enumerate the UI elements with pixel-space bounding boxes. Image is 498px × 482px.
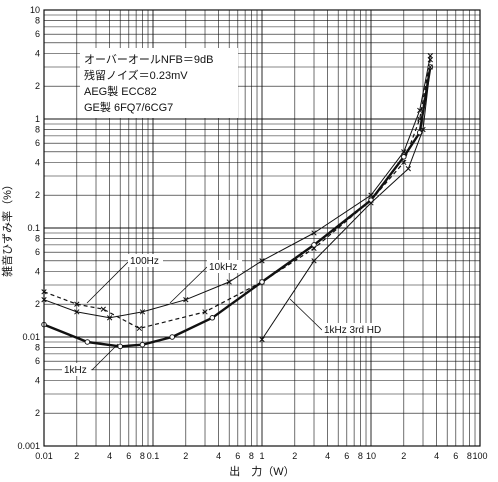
x-tick-label: 0.1 bbox=[147, 451, 160, 461]
y-tick-label: 6 bbox=[35, 138, 40, 148]
callout-bg bbox=[128, 254, 163, 267]
x-tick-label: 8 bbox=[467, 451, 472, 461]
y-tick-label: 2 bbox=[35, 81, 40, 91]
x-axis-label: 出 力（W） bbox=[229, 464, 294, 478]
y-tick-label: 8 bbox=[35, 343, 40, 353]
x-tick-label: 8 bbox=[358, 451, 363, 461]
tick-labels: 0.01 2 4 6 8 0.1 2 4 6 8 1 2 4 6 8 10 2 4 6 8 10010864218642… bbox=[17, 5, 487, 461]
y-tick-label: 4 bbox=[35, 375, 40, 385]
plot-frame bbox=[43, 9, 481, 447]
y-tick-label: 2 bbox=[35, 299, 40, 309]
x-tick-label: 2 bbox=[183, 451, 188, 461]
data-point bbox=[417, 107, 423, 114]
y-tick-label: 4 bbox=[35, 266, 40, 276]
data-point bbox=[84, 339, 91, 345]
data-point bbox=[259, 336, 265, 343]
y-tick-label: 0.001 bbox=[17, 441, 40, 451]
data-point bbox=[311, 258, 317, 264]
x-tick-label: 6 bbox=[453, 451, 458, 461]
info-line-ecc82: AEG製 ECC82 bbox=[84, 84, 157, 98]
series-label: 100Hz bbox=[130, 256, 159, 267]
x-tick-label: 2 bbox=[401, 451, 406, 461]
y-tick-label: 10 bbox=[30, 5, 40, 15]
x-tick-label: 6 bbox=[126, 451, 131, 461]
y-tick-label: 6 bbox=[35, 29, 40, 39]
data-point bbox=[427, 53, 433, 59]
y-tick-label: 6 bbox=[35, 356, 40, 366]
x-tick-label: 10 bbox=[366, 451, 376, 461]
info-line-nfb: オーバーオールNFB＝9dB bbox=[84, 53, 213, 66]
y-tick-label: 6 bbox=[35, 247, 40, 257]
data-point bbox=[169, 334, 175, 340]
data-point bbox=[139, 309, 146, 315]
callout-bg bbox=[207, 260, 242, 273]
y-tick-label: 0.1 bbox=[27, 223, 40, 233]
data-point bbox=[106, 315, 113, 321]
data-point bbox=[74, 309, 80, 315]
data-point bbox=[420, 126, 426, 133]
x-tick-label: 1 bbox=[259, 451, 264, 461]
data-point bbox=[209, 315, 216, 321]
data-point bbox=[259, 279, 265, 285]
y-tick-label: 1 bbox=[35, 114, 40, 124]
info-line-6fq7: GE製 6FQ7/6CG7 bbox=[84, 100, 173, 114]
y-tick-label: 2 bbox=[35, 408, 40, 418]
x-tick-label: 4 bbox=[325, 451, 330, 461]
data-point bbox=[100, 306, 106, 312]
y-tick-label: 4 bbox=[35, 157, 40, 167]
data-point bbox=[202, 309, 208, 315]
series-label: 1kHz bbox=[64, 365, 87, 376]
data-point bbox=[311, 242, 317, 248]
callout-leader bbox=[289, 298, 323, 331]
x-tick-label: 100 bbox=[472, 451, 487, 461]
series-line-4 bbox=[261, 66, 431, 340]
x-tick-label: 4 bbox=[434, 451, 439, 461]
annotations: 100Hz 10kHz 1kHz 1kHz 3rd HD bbox=[62, 254, 395, 376]
x-tick-label: 2 bbox=[74, 451, 79, 461]
data-point bbox=[226, 279, 232, 285]
data-point bbox=[74, 301, 80, 307]
data-point bbox=[259, 258, 265, 264]
y-tick-label: 8 bbox=[35, 125, 40, 135]
data-point bbox=[117, 343, 123, 350]
x-tick-label: 4 bbox=[216, 451, 221, 461]
series-line-3 bbox=[43, 66, 432, 348]
y-tick-label: 8 bbox=[35, 234, 40, 244]
info-line-noise: 残留ノイズ＝0.23mV bbox=[84, 68, 188, 82]
data-point bbox=[183, 297, 189, 303]
data-point bbox=[405, 166, 411, 172]
data-point bbox=[136, 325, 143, 332]
y-tick-label: 2 bbox=[35, 190, 40, 200]
series-line-2 bbox=[43, 55, 431, 319]
y-axis-label: 雑音ひずみ率（%） bbox=[0, 179, 14, 277]
data-point bbox=[139, 341, 146, 348]
data-point bbox=[401, 159, 407, 166]
series-layer bbox=[41, 53, 434, 350]
x-tick-label: 8 bbox=[249, 451, 254, 461]
x-tick-label: 0.01 bbox=[35, 451, 53, 461]
x-tick-label: 6 bbox=[235, 451, 240, 461]
callout-leader bbox=[91, 343, 119, 371]
callout-bg bbox=[322, 323, 395, 336]
x-tick-label: 4 bbox=[107, 451, 112, 461]
series-label: 10kHz bbox=[209, 262, 237, 273]
data-point bbox=[427, 64, 433, 70]
y-tick-label: 0.01 bbox=[22, 332, 40, 342]
x-tick-label: 8 bbox=[140, 451, 145, 461]
data-point bbox=[401, 154, 407, 160]
y-tick-label: 8 bbox=[35, 16, 40, 26]
callout-leader bbox=[169, 266, 208, 304]
callout-bg bbox=[62, 363, 91, 376]
info-box bbox=[80, 48, 238, 118]
series-label: 1kHz 3rd HD bbox=[324, 325, 381, 336]
x-tick-label: 6 bbox=[344, 451, 349, 461]
data-point bbox=[311, 230, 317, 236]
x-tick-label: 2 bbox=[292, 451, 297, 461]
y-tick-label: 4 bbox=[35, 48, 40, 58]
data-point bbox=[368, 200, 374, 206]
callout-leader bbox=[86, 261, 129, 304]
